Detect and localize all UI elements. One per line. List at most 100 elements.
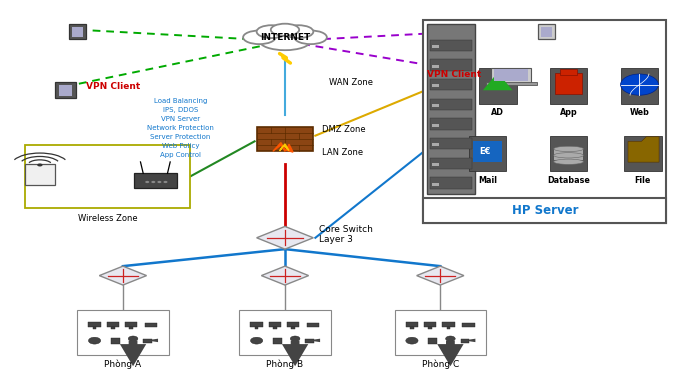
Bar	[432, 123, 439, 126]
Bar	[134, 173, 177, 189]
Bar	[426, 24, 475, 194]
Bar	[239, 310, 331, 355]
Bar	[250, 322, 263, 327]
Bar	[405, 322, 418, 327]
Bar	[428, 338, 437, 344]
Bar	[430, 40, 472, 51]
Bar	[106, 322, 119, 327]
Text: Phòng C: Phòng C	[422, 360, 459, 370]
Polygon shape	[261, 266, 308, 285]
Bar	[410, 327, 414, 329]
Bar	[620, 67, 658, 104]
Circle shape	[405, 337, 418, 344]
Bar	[145, 323, 157, 327]
Text: App: App	[560, 108, 578, 117]
Polygon shape	[417, 266, 464, 285]
Circle shape	[445, 336, 455, 341]
Text: Database: Database	[547, 176, 590, 185]
Bar	[550, 67, 587, 104]
Bar	[432, 143, 439, 146]
Circle shape	[250, 337, 263, 344]
Text: Phòng A: Phòng A	[104, 360, 142, 370]
Text: VPN Client: VPN Client	[426, 69, 481, 78]
Bar	[430, 79, 472, 90]
Bar	[430, 118, 472, 130]
Circle shape	[620, 74, 658, 95]
Bar	[307, 323, 319, 327]
Bar	[273, 338, 281, 344]
Bar	[432, 84, 439, 87]
Circle shape	[290, 336, 300, 341]
Bar	[268, 322, 281, 327]
Text: Phòng B: Phòng B	[266, 360, 304, 370]
Bar	[125, 322, 137, 327]
Circle shape	[151, 181, 155, 183]
Polygon shape	[256, 226, 313, 249]
Polygon shape	[468, 339, 475, 342]
Text: Core Switch
Layer 3: Core Switch Layer 3	[319, 225, 373, 245]
Bar	[93, 327, 96, 329]
Bar	[423, 198, 666, 223]
Circle shape	[88, 337, 101, 344]
Ellipse shape	[294, 30, 327, 44]
Text: Wireless Zone: Wireless Zone	[78, 215, 138, 223]
Bar	[468, 136, 506, 171]
Polygon shape	[483, 72, 513, 90]
Text: DMZ Zone: DMZ Zone	[322, 125, 365, 134]
Bar	[432, 182, 439, 186]
Text: Web: Web	[630, 108, 650, 117]
Bar	[538, 24, 555, 39]
Text: Mail: Mail	[478, 176, 497, 185]
FancyArrow shape	[282, 341, 308, 366]
Bar	[473, 141, 502, 162]
Bar	[424, 322, 437, 327]
Bar	[256, 127, 313, 151]
Ellipse shape	[256, 25, 286, 38]
Bar	[460, 339, 469, 343]
Ellipse shape	[554, 146, 584, 152]
Ellipse shape	[243, 30, 275, 44]
Polygon shape	[313, 339, 320, 342]
Polygon shape	[628, 137, 659, 162]
Bar	[432, 104, 439, 107]
FancyArrow shape	[437, 341, 464, 366]
Polygon shape	[273, 142, 293, 152]
Bar	[561, 69, 578, 75]
Bar	[69, 24, 86, 39]
Bar	[479, 67, 517, 104]
Ellipse shape	[283, 25, 313, 38]
Bar	[77, 310, 169, 355]
Text: File: File	[635, 176, 651, 185]
Ellipse shape	[554, 153, 584, 158]
Polygon shape	[151, 339, 158, 342]
Text: LAN Zone: LAN Zone	[322, 147, 363, 157]
Bar	[25, 164, 55, 185]
Bar	[432, 64, 439, 67]
Bar	[494, 69, 528, 81]
Polygon shape	[279, 144, 289, 151]
Text: VPN Client: VPN Client	[86, 82, 140, 91]
Bar	[430, 138, 472, 149]
Bar	[432, 45, 439, 48]
Circle shape	[37, 163, 43, 166]
Bar	[624, 136, 662, 171]
Bar	[447, 327, 450, 329]
Bar	[430, 158, 472, 169]
Bar	[111, 327, 115, 329]
Circle shape	[128, 336, 138, 341]
Bar	[143, 339, 152, 343]
Bar	[462, 323, 475, 327]
Bar	[555, 73, 582, 94]
Bar	[430, 59, 472, 70]
Bar	[423, 20, 666, 223]
Circle shape	[163, 181, 167, 183]
Circle shape	[145, 181, 149, 183]
Text: HP Server: HP Server	[512, 204, 578, 217]
Bar	[428, 327, 432, 329]
Text: AD: AD	[492, 108, 504, 117]
Bar	[287, 322, 299, 327]
Bar	[292, 327, 295, 329]
Ellipse shape	[271, 24, 299, 36]
Bar	[395, 310, 486, 355]
Bar	[25, 145, 191, 208]
